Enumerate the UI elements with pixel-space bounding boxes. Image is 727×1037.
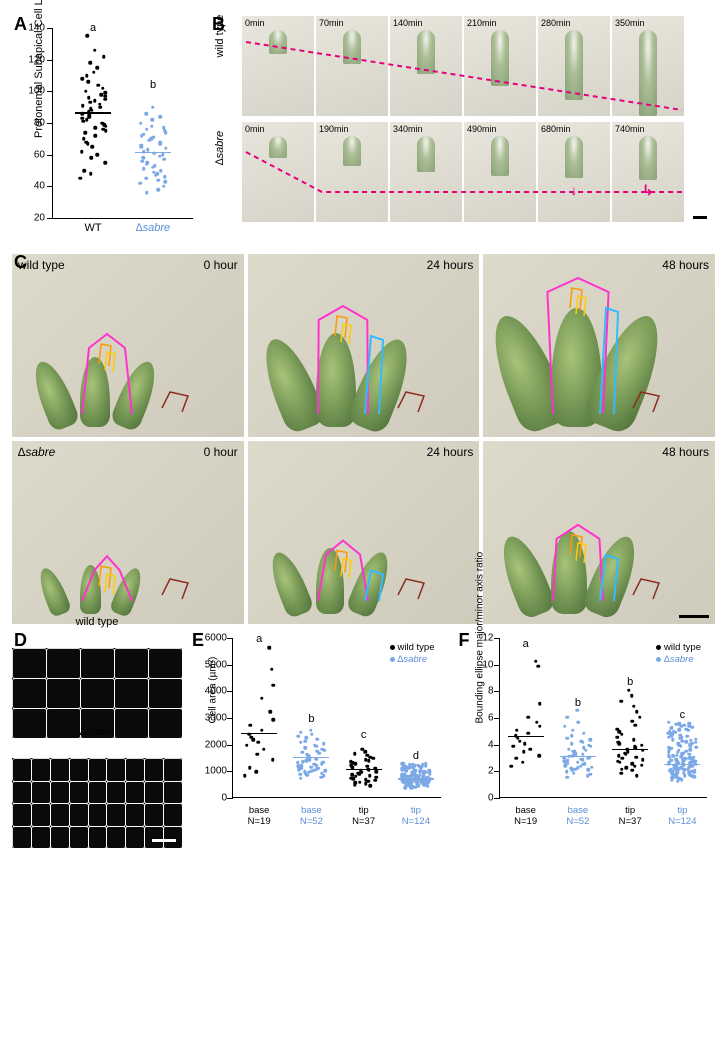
panel-b-label: B — [212, 14, 225, 35]
ytick-label: 20 — [23, 213, 45, 224]
panel-a: A Protonemal Subapical Cell Length (µm) … — [12, 12, 202, 242]
strip-frame: 70min — [316, 16, 388, 116]
timelapse-strip: wild type0min70min140min210min280min350m… — [242, 16, 715, 116]
row-ab: A Protonemal Subapical Cell Length (µm) … — [12, 12, 715, 242]
frame-time: 0min — [245, 18, 265, 28]
frame-time: 740min — [615, 124, 645, 134]
xcat-label: WT — [84, 222, 101, 234]
panel-c-frame: wild type0 hour — [12, 254, 244, 437]
xcat-label: tipN=37 — [352, 806, 375, 827]
panel-c: C wild type0 hour 24 hours 48 hours ∆sabre 0… — [12, 250, 715, 620]
legend: wild type∆sabre — [656, 642, 701, 667]
confocal-image — [12, 758, 182, 848]
confocal-image — [12, 648, 182, 738]
figure: A Protonemal Subapical Cell Length (µm) … — [12, 12, 715, 852]
frame-time: 0min — [245, 124, 265, 134]
strip-frame: 280min — [538, 16, 610, 116]
strip-frame: 740min↳ — [612, 122, 684, 222]
legend: wild type∆sabre — [390, 642, 435, 667]
time-label: 0 hour — [204, 445, 238, 459]
time-label: 48 hours — [662, 258, 709, 272]
panel-d-images: wild type∆sabre — [12, 628, 182, 848]
row-def: D wild type∆sabre E Cell area (µm²) 0100… — [12, 628, 715, 852]
xcat-label: baseN=19 — [514, 806, 537, 827]
strip-frame: 210min — [464, 16, 536, 116]
frame-time: 70min — [319, 18, 344, 28]
time-label: 24 hours — [427, 258, 474, 272]
xcat-label: tipN=37 — [619, 806, 642, 827]
strip-frame: 490min — [464, 122, 536, 222]
xcat-label: baseN=52 — [300, 806, 323, 827]
frame-time: 210min — [467, 18, 497, 28]
panel-d-title: ∆sabre — [12, 726, 182, 738]
panel-c-frame: 48 hours — [483, 254, 715, 437]
panel-b: B wild type0min70min140min210min280min35… — [210, 12, 715, 242]
strip-frame: 0min — [242, 122, 314, 222]
ytick-label: 60 — [23, 149, 45, 160]
frame-time: 340min — [393, 124, 423, 134]
strip-frame: 140min — [390, 16, 462, 116]
panel-d: D wild type∆sabre — [12, 628, 182, 852]
panel-d-title: wild type — [12, 616, 182, 628]
genotype-label: ∆sabre — [18, 445, 55, 459]
panel-e-label: E — [192, 630, 204, 651]
panel-f: F Bounding ellipse major/minor axis rati… — [457, 628, 716, 838]
scatter-a-plot: Protonemal Subapical Cell Length (µm) 20… — [52, 28, 193, 219]
xcat-label: tipN=124 — [402, 806, 430, 827]
frame-time: 140min — [393, 18, 423, 28]
frame-time: 490min — [467, 124, 497, 134]
ytick-label: 100 — [23, 86, 45, 97]
time-label: 48 hours — [662, 445, 709, 459]
frame-time: 680min — [541, 124, 571, 134]
panel-d-label: D — [14, 630, 27, 651]
xcat-label: baseN=52 — [566, 806, 589, 827]
panel-f-label: F — [459, 630, 470, 651]
ytick-label: 120 — [23, 54, 45, 65]
panel-c-grid: wild type0 hour 24 hours 48 hours ∆sabre 0 h… — [12, 250, 715, 624]
strip-frame: 190min — [316, 122, 388, 222]
strip-frame: 340min — [390, 122, 462, 222]
ytick-label: 80 — [23, 118, 45, 129]
scatter-e-plot: Cell area (µm²) 010002000300040005000600… — [232, 638, 441, 798]
panel-c-frame: ∆sabre 0 hour — [12, 441, 244, 624]
panel-e: E Cell area (µm²) 0100020003000400050006… — [190, 628, 449, 838]
panel-c-frame: 48 hours — [483, 441, 715, 624]
xcat-label: tipN=124 — [668, 806, 696, 827]
scatter-f-plot: Bounding ellipse major/minor axis ratio … — [499, 638, 708, 798]
xcat-label: ∆sabre — [136, 222, 170, 234]
time-label: 0 hour — [204, 258, 238, 272]
panel-b-strips: wild type0min70min140min210min280min350m… — [210, 12, 715, 231]
strip-frame: 680min↓ — [538, 122, 610, 222]
strip-frame: 350min — [612, 16, 684, 116]
timelapse-strip: ∆sabre0min190min340min490min680min↓740mi… — [242, 122, 715, 222]
frame-time: 190min — [319, 124, 349, 134]
ytick-label: 40 — [23, 181, 45, 192]
frame-time: 350min — [615, 18, 645, 28]
time-label: 24 hours — [427, 445, 474, 459]
panel-a-label: A — [14, 14, 27, 35]
frame-time: 280min — [541, 18, 571, 28]
strip-frame: 0min — [242, 16, 314, 116]
panel-c-label: C — [14, 252, 27, 273]
strip-label: ∆sabre — [214, 131, 226, 165]
panel-c-frame: 24 hours — [248, 441, 480, 624]
panel-c-frame: 24 hours — [248, 254, 480, 437]
xcat-label: baseN=19 — [248, 806, 271, 827]
